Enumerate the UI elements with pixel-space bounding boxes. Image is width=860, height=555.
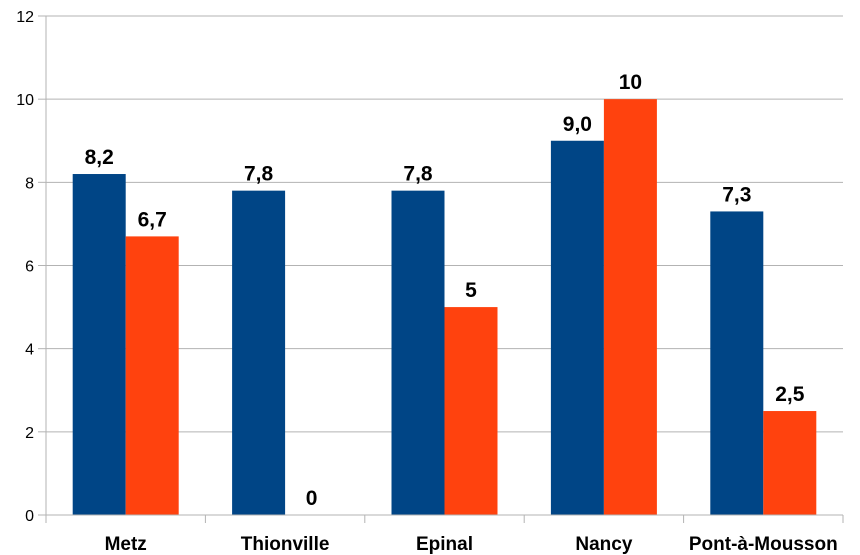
x-tick-label: Nancy — [575, 534, 632, 555]
x-axis: Metz Thionville Epinal Nancy Pont-à-Mousson — [45, 514, 844, 555]
data-label: 0 — [306, 487, 318, 510]
data-label: 10 — [619, 71, 642, 94]
bar — [603, 99, 657, 516]
y-tick-label: 6 — [25, 259, 34, 276]
data-label: 9,0 — [563, 113, 592, 136]
bar — [444, 307, 498, 515]
x-tick-label: Metz — [105, 534, 147, 555]
y-tick-label: 12 — [16, 9, 34, 26]
x-tick-label: Pont-à-Mousson — [689, 534, 838, 555]
data-label: 8,2 — [85, 146, 114, 169]
y-tick-label: 8 — [25, 175, 34, 192]
data-label: 5 — [465, 279, 477, 302]
bar — [232, 190, 286, 515]
bar — [125, 236, 179, 515]
data-label: 7,8 — [403, 163, 433, 186]
x-tick-label: Thionville — [241, 534, 330, 555]
x-tick-label: Epinal — [416, 534, 473, 555]
bar — [710, 211, 764, 516]
y-tick-label: 10 — [16, 92, 34, 109]
bar — [763, 411, 817, 515]
y-tick-label: 0 — [25, 508, 34, 525]
data-label: 2,5 — [775, 383, 805, 406]
bar — [391, 190, 445, 515]
bars — [72, 99, 817, 516]
bar — [550, 140, 604, 515]
data-label: 7,3 — [722, 183, 751, 206]
y-axis-ticks: 0 2 4 6 8 10 12 — [16, 9, 34, 525]
data-label: 7,8 — [244, 163, 274, 186]
data-label: 6,7 — [138, 208, 167, 231]
y-tick-label: 2 — [25, 425, 34, 442]
bar — [72, 174, 126, 515]
y-tick-label: 4 — [25, 342, 34, 359]
data-labels: 8,2 6,7 7,8 0 7,8 5 9,0 10 7,3 2,5 — [85, 71, 805, 510]
